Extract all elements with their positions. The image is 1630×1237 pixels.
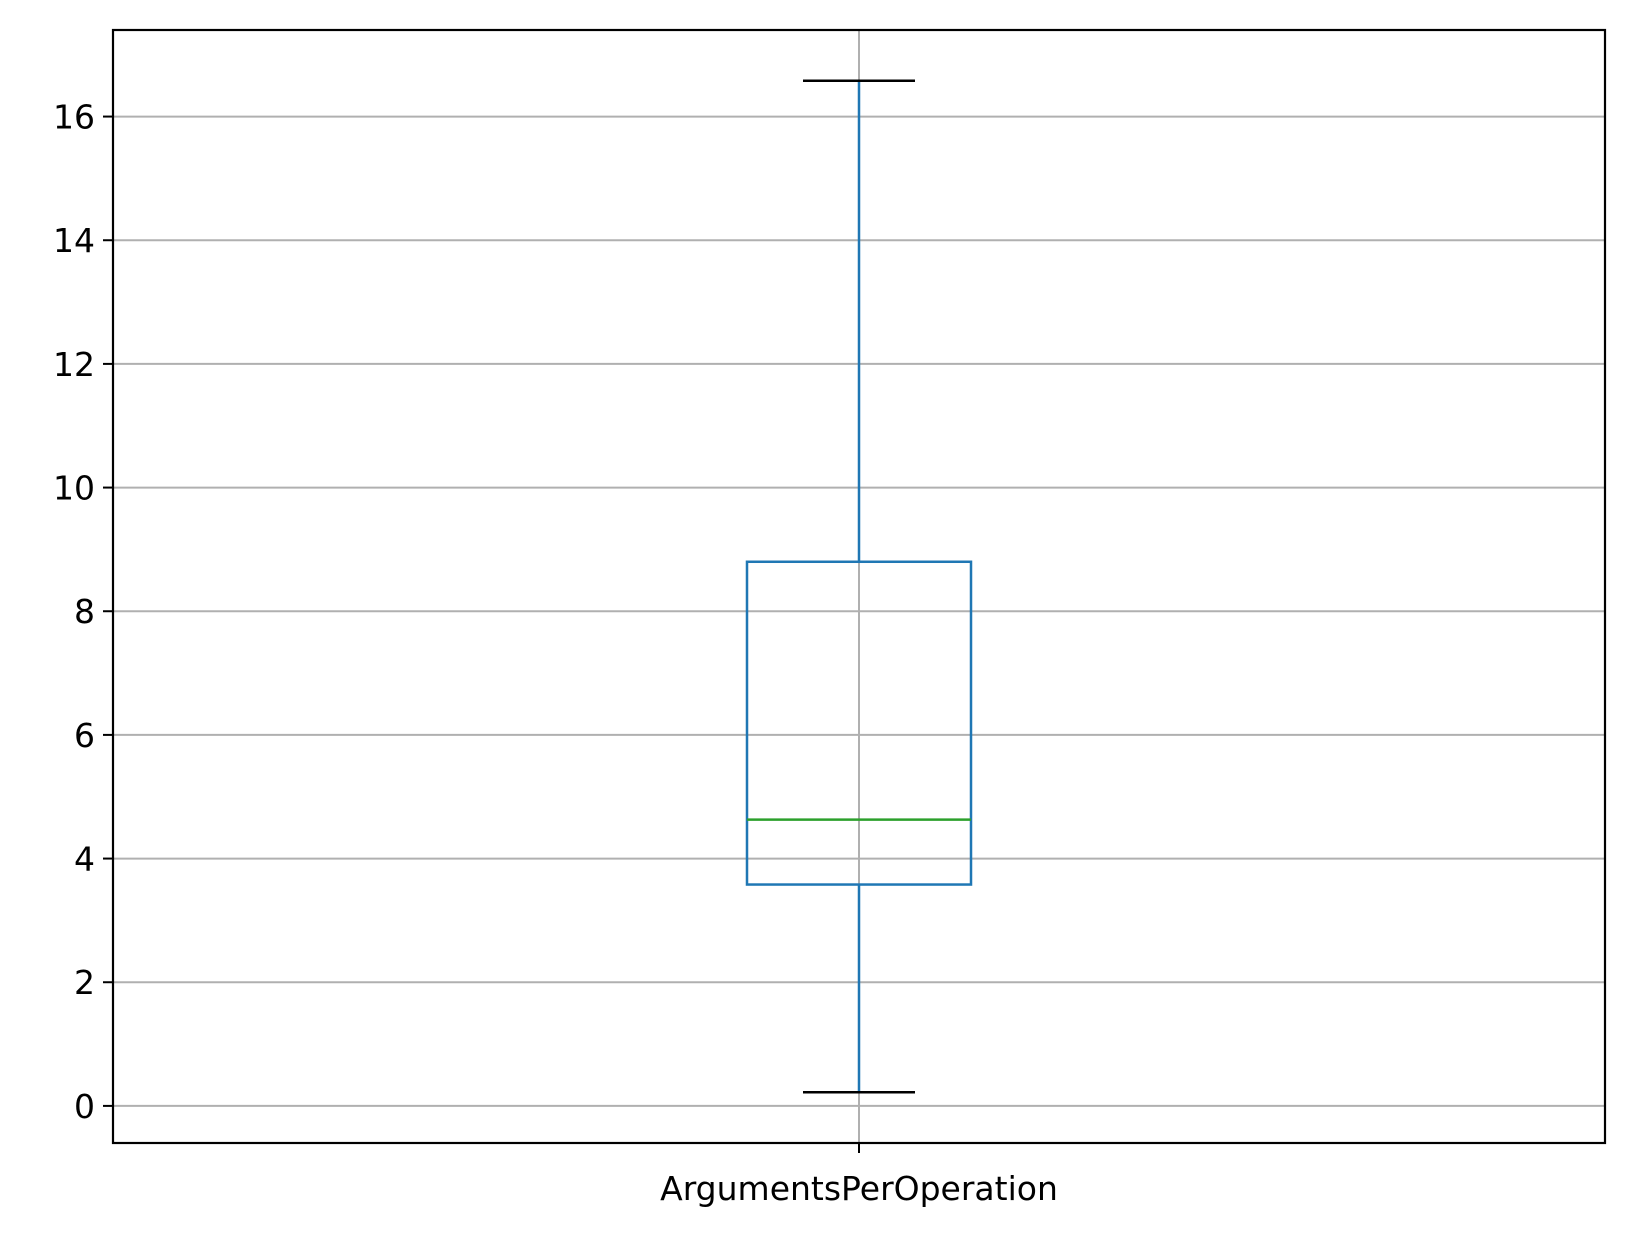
y-tick-label: 16 bbox=[53, 98, 95, 137]
y-tick-label: 12 bbox=[53, 345, 95, 384]
y-tick-label: 0 bbox=[74, 1087, 95, 1126]
tick-marks bbox=[103, 115, 860, 1153]
y-tick-label: 14 bbox=[53, 221, 95, 260]
y-tick-label: 2 bbox=[74, 963, 95, 1002]
x-tick-label: ArgumentsPerOperation bbox=[660, 1169, 1058, 1208]
iqr-box bbox=[745, 560, 973, 886]
y-tick-label: 6 bbox=[74, 716, 95, 755]
y-tick-label: 10 bbox=[53, 469, 95, 508]
tick-labels: 0 2 4 6 8 10 12 14 16 ArgumentsPerOperation bbox=[53, 98, 1058, 1208]
y-tick-label: 8 bbox=[74, 592, 95, 631]
box-elements bbox=[745, 79, 973, 1094]
y-tick-label: 4 bbox=[74, 840, 95, 879]
